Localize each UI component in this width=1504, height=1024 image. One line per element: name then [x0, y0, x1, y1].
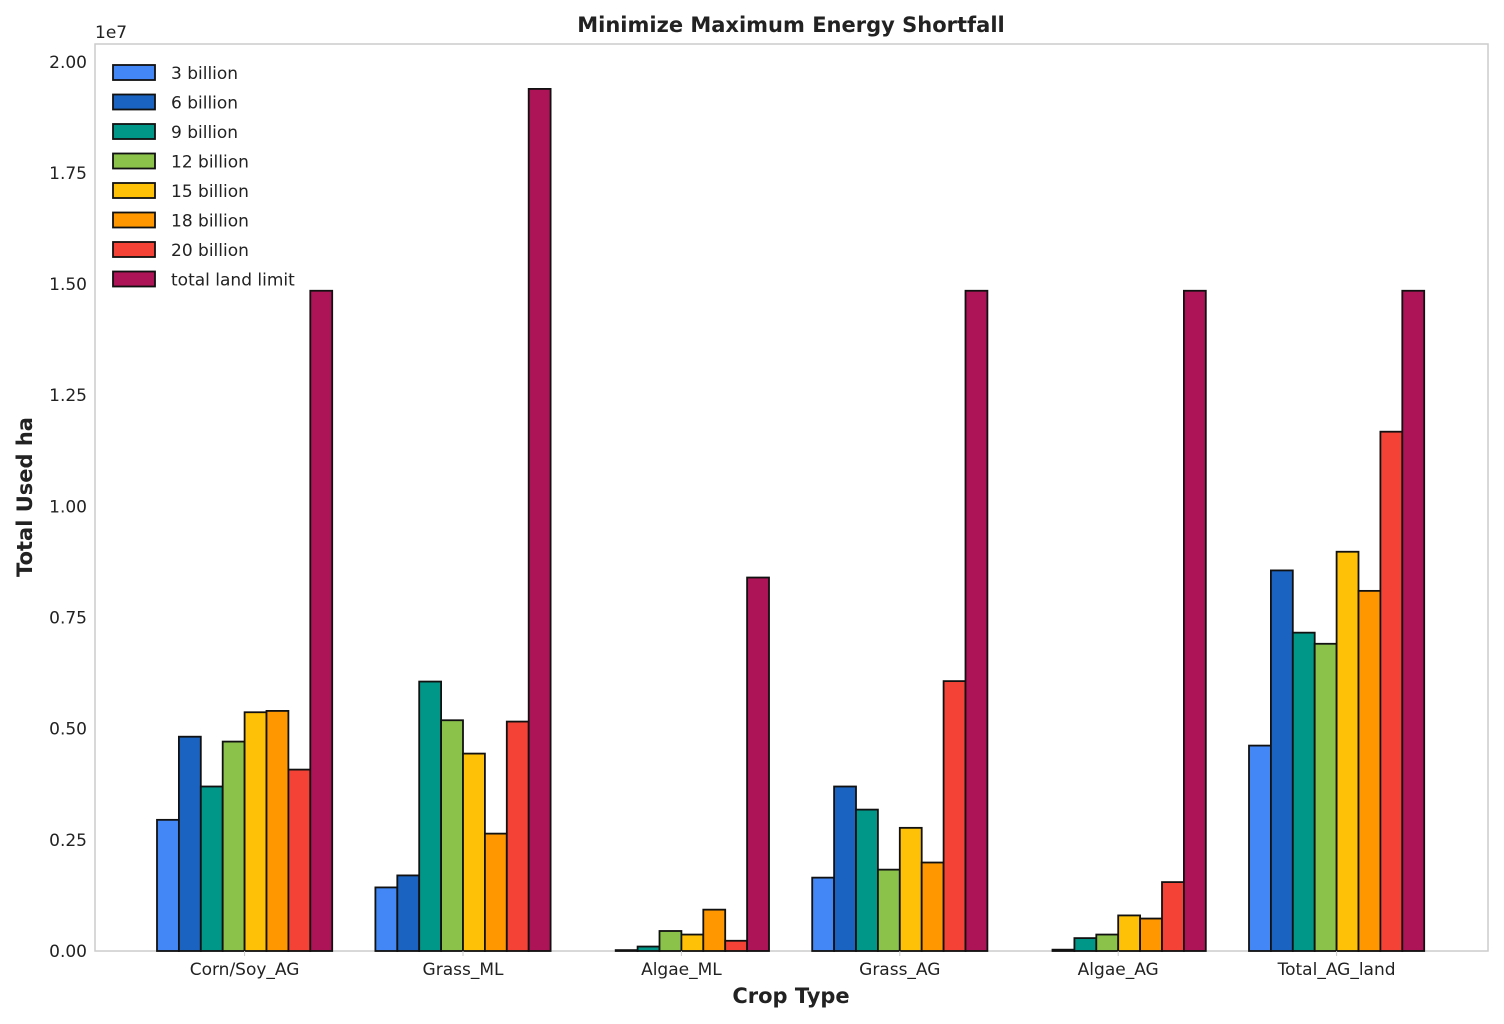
legend-swatch: [112, 93, 156, 111]
bar-3-3: [636, 945, 661, 952]
bar-8-6: [1401, 289, 1426, 952]
legend: 3 billion 6 billion 9 billion 12 billion 15 …: [112, 64, 295, 291]
bar-3-5: [1073, 937, 1098, 952]
bar-5-3: [680, 933, 705, 952]
x-tick-label: Corn/Soy_AG: [190, 960, 300, 980]
bar-5-2: [462, 752, 486, 952]
chart-title: Minimize Maximum Energy Shortfall: [577, 13, 1004, 37]
bar-2-6: [1270, 569, 1294, 952]
bar-1-6: [1248, 744, 1272, 952]
bar-2-4: [833, 785, 857, 952]
bar-7-6: [1379, 430, 1404, 952]
bar-4-1: [221, 740, 246, 952]
y-tick-label: 0.25: [49, 831, 87, 851]
bar-4-2: [440, 719, 464, 952]
legend-label: 9 billion: [171, 123, 238, 143]
legend-label: 3 billion: [171, 64, 238, 84]
y-tick-label: 1.50: [49, 275, 87, 295]
bar-3-6: [1291, 631, 1316, 952]
bar-5-1: [243, 711, 268, 952]
x-axis-title: Crop Type: [732, 984, 849, 1008]
y-tick-label: 0.50: [49, 720, 87, 740]
bar-7-3: [724, 939, 749, 952]
y-tick-label: 1.00: [49, 497, 87, 517]
legend-swatch: [112, 182, 156, 199]
y-tick-label: 1.25: [49, 386, 87, 406]
bar-7-2: [505, 720, 530, 952]
bar-6-3: [702, 908, 727, 952]
bar-1-2: [374, 886, 399, 952]
legend-label: 12 billion: [171, 153, 249, 173]
legend-label: 6 billion: [171, 94, 238, 114]
legend-swatch: [112, 64, 156, 81]
x-tick-label: Grass_ML: [423, 960, 504, 980]
legend-swatch: [112, 241, 156, 258]
y-tick-label: 0.00: [49, 942, 87, 962]
bar-4-4: [877, 868, 901, 952]
y-tick-labels: 0.00 0.25 0.50 0.75 1.00 1.25 1.50 1.75 2.00: [49, 53, 87, 962]
x-tick-labels: Corn/Soy_AG Grass_ML Algae_ML Grass_AG Algae…: [190, 951, 1396, 980]
bar-8-2: [527, 88, 552, 952]
bar-3-1: [199, 785, 224, 952]
y-tick-label: 2.00: [49, 53, 87, 73]
bars-layer: [156, 88, 1426, 952]
y-scale-offset-label: 1e7: [95, 23, 127, 43]
bar-8-5: [1183, 289, 1207, 952]
bar-8-1: [309, 289, 334, 952]
x-tick-label: Total_AG_land: [1277, 960, 1396, 980]
bar-7-5: [1161, 881, 1185, 952]
bar-4-5: [1095, 933, 1120, 952]
legend-swatch: [112, 211, 156, 229]
bar-3-4: [855, 808, 879, 952]
bar-7-4: [942, 680, 967, 952]
bar-4-6: [1313, 642, 1338, 952]
bar-5-6: [1335, 550, 1360, 952]
bar-6-5: [1139, 917, 1163, 952]
bar-2-1: [177, 735, 202, 952]
bar-8-4: [964, 289, 989, 952]
bar-4-3: [658, 930, 683, 952]
bar-6-1: [265, 710, 290, 952]
y-axis-title: Total Used ha: [13, 417, 37, 577]
bar-2-3: [614, 949, 639, 952]
bar-5-4: [898, 826, 923, 952]
bar-6-2: [483, 832, 508, 952]
legend-label: total land limit: [171, 271, 295, 291]
bar-1-4: [811, 876, 836, 952]
bar-5-5: [1117, 914, 1141, 952]
bar-2-2: [396, 874, 421, 952]
legend-label: 18 billion: [171, 212, 249, 232]
x-tick-label: Algae_AG: [1078, 960, 1159, 980]
bar-6-4: [920, 861, 945, 952]
legend-label: 20 billion: [171, 241, 249, 261]
y-tick-label: 0.75: [49, 609, 87, 629]
bar-6-6: [1357, 589, 1382, 952]
legend-swatch: [112, 152, 156, 170]
bar-1-1: [156, 818, 180, 952]
bar-8-3: [746, 576, 770, 952]
bar-7-1: [287, 768, 312, 952]
legend-swatch: [112, 270, 156, 288]
legend-swatch: [112, 123, 156, 140]
y-tick-label: 1.75: [49, 164, 87, 184]
bar-2-5: [1051, 948, 1076, 952]
x-tick-label: Grass_AG: [859, 960, 940, 980]
bar-3-2: [418, 680, 443, 952]
legend-label: 15 billion: [171, 182, 249, 202]
x-tick-label: Algae_ML: [641, 960, 722, 980]
